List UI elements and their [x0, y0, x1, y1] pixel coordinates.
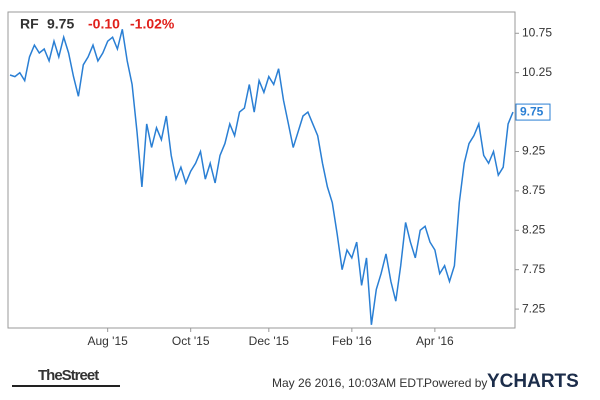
symbol: RF [20, 16, 39, 32]
y-tick-label: 9.25 [522, 144, 546, 158]
y-tick-label: 8.75 [522, 183, 546, 197]
powered-by: Powered by [424, 376, 487, 390]
y-tick-label: 7.25 [522, 301, 546, 315]
x-tick-label: Oct '15 [172, 334, 210, 348]
price-line [9, 29, 514, 325]
brand-logo: YCHARTS [487, 371, 579, 392]
change-pct: -1.02% [130, 16, 175, 32]
x-tick-label: Aug '15 [88, 334, 129, 348]
x-tick-label: Apr '16 [416, 334, 454, 348]
x-tick-label: Feb '16 [332, 334, 372, 348]
x-tick-label: Dec '15 [249, 334, 290, 348]
y-tick-label: 8.25 [522, 222, 546, 236]
plot-frame [7, 11, 516, 329]
y-tick-label: 10.25 [522, 65, 552, 79]
last-value-label: 9.75 [520, 104, 544, 118]
y-tick-label: 10.75 [522, 25, 552, 39]
source-logo: TheStreet [38, 367, 99, 384]
timestamp: May 26 2016, 10:03AM EDT. [272, 376, 425, 390]
last-value-badge [515, 103, 551, 121]
price: 9.75 [47, 16, 74, 32]
y-tick-label: 7.75 [522, 262, 546, 276]
change: -0.10 [88, 16, 120, 32]
